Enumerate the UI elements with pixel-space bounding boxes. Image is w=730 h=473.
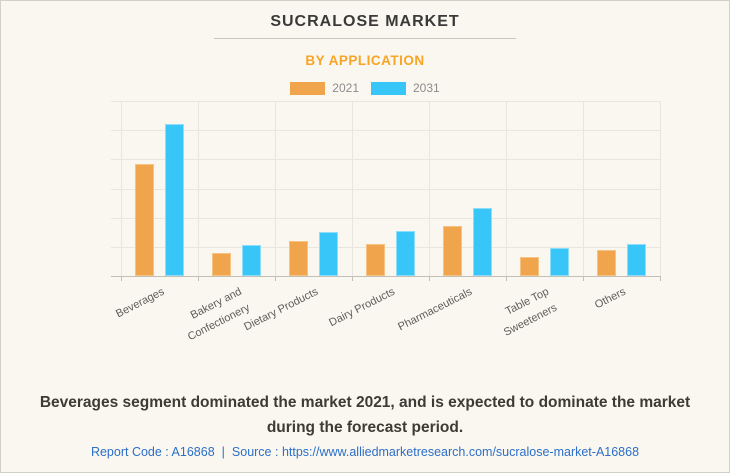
x-axis-line: [111, 276, 660, 277]
summary-text: Beverages segment dominated the market 2…: [39, 394, 691, 436]
x-axis-tick: [660, 276, 661, 281]
bar-2021-table-top-sweeteners: [520, 257, 539, 276]
v-gridline: [352, 101, 353, 276]
bar-2031-dairy-products: [396, 230, 415, 276]
bar-2031-pharmaceuticals: [473, 207, 492, 276]
bar-2021-pharmaceuticals: [443, 226, 462, 276]
bar-2021-dietary-products: [289, 241, 308, 276]
v-gridline: [583, 101, 584, 276]
chart-subtitle: BY APPLICATION: [305, 53, 425, 68]
x-label-dietary-products: Dietary Products: [242, 285, 321, 334]
bar-2031-beverages: [165, 124, 184, 276]
h-gridline: [111, 101, 660, 102]
bar-2021-beverages: [135, 163, 154, 276]
x-axis-tick: [583, 276, 584, 281]
title-divider: [214, 38, 516, 39]
h-gridline: [111, 159, 660, 161]
footer-separator: |: [221, 445, 225, 459]
x-axis-tick: [275, 276, 276, 281]
bar-2031-others: [627, 243, 646, 276]
v-gridline: [275, 101, 276, 276]
legend-item-2021: 2021: [290, 81, 359, 95]
footer-source-line: Report Code : A16868 | Source : https://ww…: [1, 445, 729, 459]
x-axis-tick: [352, 276, 353, 281]
bar-chart: Beverages Bakery and Confectionery Dietary…: [1, 96, 729, 364]
bar-2021-others: [597, 250, 616, 276]
v-gridline: [660, 101, 661, 276]
legend-label-2021: 2021: [332, 81, 359, 95]
legend-swatch-2021: [290, 81, 326, 95]
x-label-bakery-and-confectionery: Bakery and Confectionery: [185, 285, 252, 344]
x-axis-tick: [506, 276, 507, 281]
chart-title: SUCRALOSE MARKET: [270, 13, 460, 30]
v-gridline: [198, 101, 199, 276]
v-gridline: [506, 101, 507, 276]
bar-2021-bakery-and-confectionery: [212, 252, 231, 276]
bar-2031-bakery-and-confectionery: [242, 245, 261, 276]
x-axis-tick: [429, 276, 430, 281]
h-gridline: [111, 188, 660, 190]
h-gridline: [111, 217, 660, 219]
x-label-others: Others: [593, 285, 629, 312]
h-gridline: [111, 246, 660, 248]
bar-group-bakery-and-confectionery: [198, 101, 275, 276]
bar-group-dietary-products: [275, 101, 352, 276]
bar-group-pharmaceuticals: [429, 101, 506, 276]
legend-item-2031: 2031: [371, 81, 440, 95]
v-gridline: [121, 101, 122, 276]
source-link[interactable]: https://www.alliedmarketresearch.com/suc…: [281, 445, 640, 459]
bar-2031-table-top-sweeteners: [550, 248, 569, 276]
h-gridline: [111, 130, 660, 132]
bar-group-others: [583, 101, 660, 276]
bar-group-beverages: [121, 101, 198, 276]
plot-area: Beverages Bakery and Confectionery Dietary…: [111, 101, 661, 343]
x-axis-tick: [121, 276, 122, 281]
bar-group-dairy-products: [352, 101, 429, 276]
bar-group-table-top-sweeteners: [506, 101, 583, 276]
legend-swatch-2031: [371, 81, 406, 95]
x-label-table-top-sweeteners: Table Top Sweeteners: [502, 285, 560, 339]
bar-2021-dairy-products: [366, 243, 385, 276]
bar-2031-dietary-products: [319, 232, 338, 276]
source-label: Source :: [231, 445, 279, 459]
x-label-beverages: Beverages: [114, 285, 167, 321]
legend-label-2031: 2031: [413, 81, 440, 95]
chart-legend: 2021 2031: [1, 81, 729, 95]
v-gridline: [429, 101, 430, 276]
x-axis-tick: [198, 276, 199, 281]
x-label-dairy-products: Dairy Products: [327, 285, 398, 330]
report-code: Report Code : A16868: [90, 445, 215, 459]
x-label-pharmaceuticals: Pharmaceuticals: [396, 285, 475, 334]
